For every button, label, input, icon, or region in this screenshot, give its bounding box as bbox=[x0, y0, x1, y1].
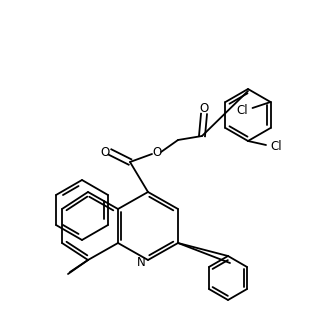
Text: N: N bbox=[137, 256, 145, 268]
Text: O: O bbox=[100, 147, 110, 160]
Text: Cl: Cl bbox=[270, 140, 282, 154]
Text: Cl: Cl bbox=[237, 104, 248, 116]
Text: O: O bbox=[152, 145, 162, 159]
Text: O: O bbox=[200, 102, 209, 116]
